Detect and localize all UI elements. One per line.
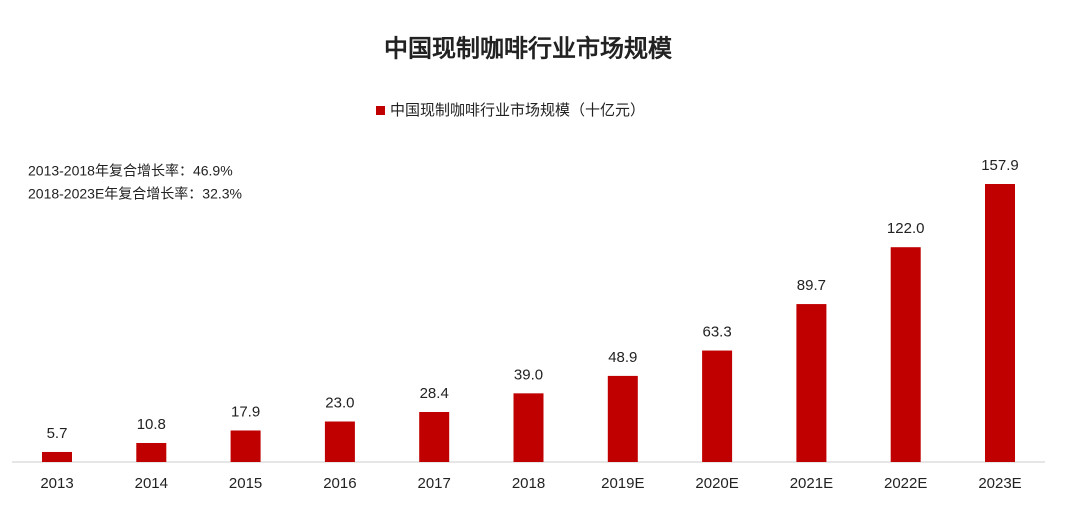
bar bbox=[985, 184, 1015, 462]
value-label: 17.9 bbox=[231, 403, 260, 420]
value-label: 39.0 bbox=[514, 366, 543, 383]
value-label: 10.8 bbox=[137, 416, 166, 433]
value-label: 28.4 bbox=[420, 385, 449, 402]
value-label: 48.9 bbox=[608, 349, 637, 366]
bar bbox=[324, 421, 355, 462]
legend-swatch bbox=[376, 106, 385, 115]
legend-label: 中国现制咖啡行业市场规模（十亿元） bbox=[390, 102, 645, 119]
chart-title: 中国现制咖啡行业市场规模 bbox=[384, 34, 673, 62]
value-label: 122.0 bbox=[887, 220, 925, 237]
x-tick-label: 2018 bbox=[512, 475, 545, 492]
bar bbox=[419, 411, 450, 462]
x-tick-label: 2020E bbox=[695, 475, 738, 492]
annotation: 2013-2018年复合增长率：46.9% bbox=[28, 163, 233, 179]
bar bbox=[513, 393, 544, 462]
value-label: 63.3 bbox=[702, 324, 731, 341]
x-tick-label: 2016 bbox=[323, 475, 356, 492]
x-tick-label: 2022E bbox=[884, 475, 927, 492]
bar bbox=[890, 247, 921, 462]
value-label: 23.0 bbox=[325, 394, 354, 411]
bar bbox=[136, 442, 167, 462]
bar bbox=[230, 430, 261, 462]
x-tick-label: 2017 bbox=[418, 475, 451, 492]
value-label: 89.7 bbox=[797, 277, 826, 294]
bar bbox=[607, 375, 638, 462]
value-label: 5.7 bbox=[47, 425, 68, 442]
bar bbox=[796, 304, 827, 462]
bar bbox=[702, 350, 733, 462]
x-tick-label: 2019E bbox=[601, 475, 644, 492]
x-tick-label: 2013 bbox=[40, 475, 73, 492]
x-tick-label: 2021E bbox=[790, 475, 833, 492]
annotation: 2018-2023E年复合增长率：32.3% bbox=[28, 186, 242, 202]
x-tick-label: 2023E bbox=[978, 475, 1021, 492]
value-label: 157.9 bbox=[981, 157, 1019, 174]
x-tick-label: 2015 bbox=[229, 475, 262, 492]
bar bbox=[42, 451, 72, 462]
x-tick-label: 2014 bbox=[135, 475, 168, 492]
